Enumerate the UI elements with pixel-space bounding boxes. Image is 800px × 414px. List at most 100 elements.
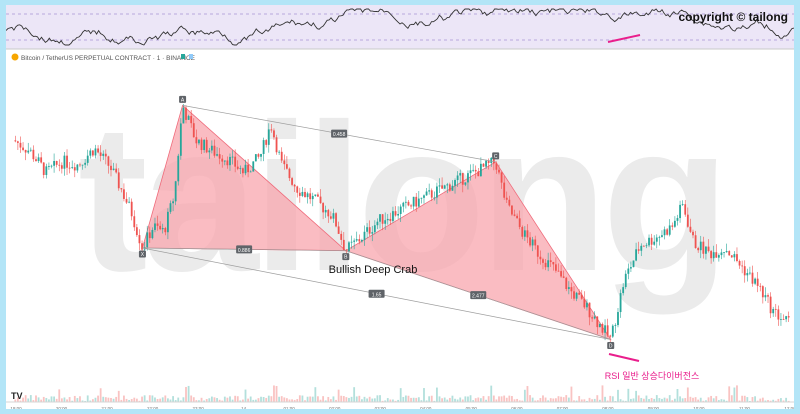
candle-body	[270, 129, 273, 131]
volume-bar	[71, 400, 74, 402]
rsi-line	[6, 8, 794, 46]
volume-bar	[736, 385, 738, 402]
volume-bar	[117, 390, 120, 402]
candle-body	[208, 150, 211, 153]
candle-body	[521, 226, 524, 237]
candle-body	[161, 228, 164, 230]
candle-body	[477, 171, 480, 177]
candle-body	[692, 231, 694, 236]
candle-body	[55, 160, 58, 165]
volume-bar	[526, 386, 529, 402]
candle-body	[368, 227, 371, 234]
volume-bar	[161, 397, 164, 402]
volume-bar	[565, 395, 568, 402]
candle-body	[226, 160, 229, 166]
volume-bar	[627, 388, 630, 402]
candle-body	[676, 218, 679, 221]
candle-body	[467, 173, 469, 183]
candle-body	[534, 239, 537, 246]
candle-body	[464, 182, 467, 185]
candle-body	[539, 256, 542, 260]
candle-body	[552, 261, 555, 265]
copyright-text: copyright © tailong	[678, 10, 788, 24]
volume-bar	[534, 400, 537, 402]
candle-body	[593, 316, 596, 319]
volume-bar	[591, 399, 594, 402]
candle-body	[573, 291, 575, 299]
candle-body	[104, 153, 107, 157]
candle-body	[617, 312, 619, 326]
volume-bar	[433, 400, 436, 402]
candle-body	[301, 191, 304, 196]
volume-bar	[345, 397, 348, 402]
volume-bar	[536, 400, 539, 402]
volume-bar	[29, 395, 32, 402]
volume-bar	[653, 398, 656, 402]
candle-body	[663, 229, 666, 236]
volume-bar	[513, 399, 516, 402]
volume-bar	[443, 397, 446, 402]
volume-bar	[379, 395, 381, 402]
candle-body	[430, 190, 433, 198]
candle-body	[192, 123, 195, 138]
candle-body	[288, 168, 291, 179]
volume-bar	[348, 397, 350, 402]
candle-body	[335, 213, 337, 227]
volume-bar	[317, 396, 319, 402]
candle-body	[787, 316, 790, 318]
candle-body	[751, 272, 754, 284]
candle-body	[24, 149, 27, 153]
volume-bar	[252, 399, 255, 402]
volume-bar	[655, 395, 658, 402]
volume-bar	[733, 387, 736, 402]
candle-body	[249, 171, 252, 173]
candle-body	[588, 302, 591, 318]
candle-body	[332, 213, 335, 219]
volume-bar	[436, 387, 438, 402]
candle-body	[591, 317, 594, 319]
volume-bar	[337, 389, 340, 402]
volume-bar	[692, 397, 694, 402]
volume-bar	[311, 396, 314, 402]
volume-bar	[402, 396, 405, 402]
candle-body	[761, 286, 764, 298]
volume-bar	[428, 396, 431, 402]
volume-bar	[500, 396, 503, 402]
volume-bar	[604, 396, 606, 402]
volume-bar	[19, 400, 22, 402]
candle-body	[265, 140, 268, 145]
candle-body	[229, 156, 231, 166]
volume-bar	[412, 397, 415, 402]
volume-bar	[247, 398, 249, 402]
candle-body	[254, 154, 257, 162]
volume-bar	[40, 399, 43, 402]
volume-bar	[257, 398, 260, 402]
volume-bar	[681, 398, 684, 402]
volume-bar	[329, 399, 332, 402]
divergence-note: RSI 일반 상승다이버전스	[605, 371, 700, 381]
volume-bar	[99, 388, 102, 402]
volume-bar	[404, 395, 407, 402]
volume-bar	[547, 400, 550, 402]
volume-bar	[291, 399, 293, 402]
volume-bar	[511, 396, 513, 402]
time-axis-label: 20:00	[56, 406, 68, 409]
candle-body	[423, 195, 425, 198]
volume-bar	[464, 396, 467, 402]
volume-bar	[728, 386, 731, 402]
time-axis-label: 06:00	[511, 406, 523, 409]
candle-body	[337, 226, 340, 234]
volume-bar	[531, 397, 534, 402]
time-axis-label: 22:00	[147, 406, 159, 409]
candle-body	[58, 164, 61, 166]
candle-body	[159, 225, 162, 230]
volume-bar	[79, 396, 81, 402]
volume-bar	[203, 400, 206, 402]
volume-bar	[787, 400, 790, 402]
volume-bar	[588, 397, 591, 402]
candle-body	[273, 130, 275, 138]
volume-bar	[523, 389, 526, 402]
candle-body	[262, 140, 265, 155]
candle-body	[97, 148, 99, 153]
candle-body	[474, 169, 477, 172]
